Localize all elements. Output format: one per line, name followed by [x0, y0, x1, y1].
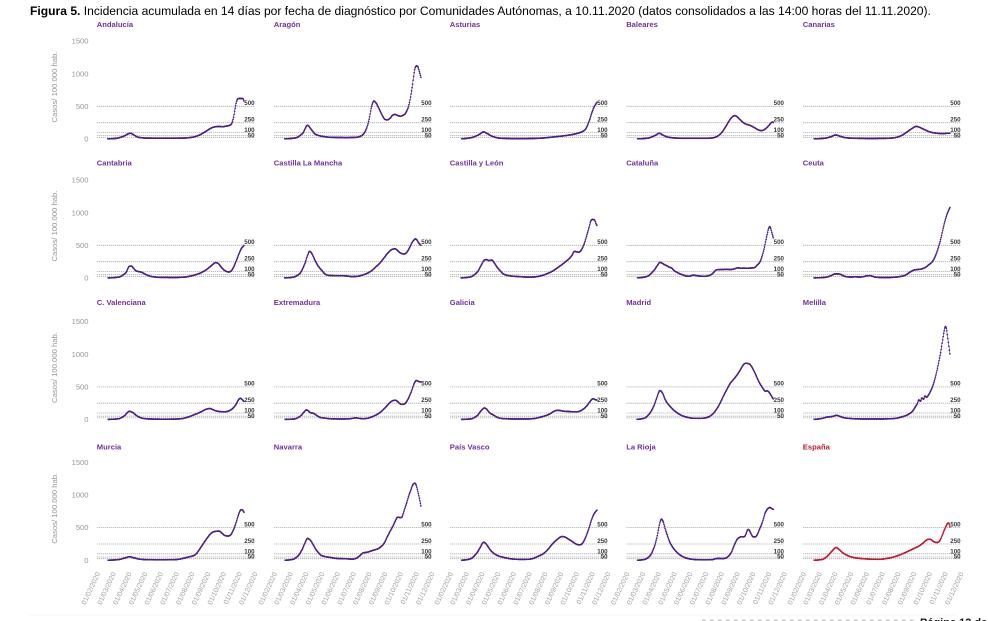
svg-text:50: 50 [777, 413, 784, 420]
svg-text:250: 250 [950, 256, 961, 263]
svg-text:Melilla: Melilla [803, 298, 827, 307]
svg-text:250: 250 [597, 117, 608, 124]
svg-text:100: 100 [950, 266, 961, 273]
svg-text:100: 100 [244, 266, 255, 273]
svg-text:500: 500 [421, 521, 432, 528]
svg-text:250: 250 [597, 397, 608, 404]
svg-text:Andalucía: Andalucía [97, 20, 134, 29]
svg-text:50: 50 [954, 271, 961, 278]
svg-text:100: 100 [244, 408, 255, 415]
svg-text:500: 500 [244, 100, 255, 107]
svg-text:250: 250 [597, 538, 608, 545]
svg-text:Murcia: Murcia [97, 443, 122, 452]
svg-text:500: 500 [244, 239, 255, 246]
svg-text:50: 50 [601, 271, 608, 278]
svg-text:Cataluña: Cataluña [626, 159, 659, 168]
svg-text:50: 50 [425, 413, 432, 420]
svg-text:Figura 5. Incidencia acumulada: Figura 5. Incidencia acumulada en 14 día… [30, 4, 931, 18]
svg-text:50: 50 [777, 271, 784, 278]
svg-text:500: 500 [950, 100, 961, 107]
svg-text:500: 500 [597, 100, 608, 107]
svg-text:500: 500 [774, 100, 785, 107]
svg-text:250: 250 [421, 117, 432, 124]
svg-text:Galicia: Galicia [450, 298, 476, 307]
svg-text:100: 100 [774, 266, 785, 273]
svg-text:500: 500 [421, 239, 432, 246]
svg-text:La Rioja: La Rioja [626, 443, 656, 452]
svg-text:250: 250 [950, 397, 961, 404]
svg-text:250: 250 [421, 397, 432, 404]
svg-text:Baleares: Baleares [626, 20, 658, 29]
svg-text:250: 250 [421, 538, 432, 545]
svg-text:50: 50 [601, 554, 608, 561]
svg-text:50: 50 [425, 132, 432, 139]
svg-text:Canarias: Canarias [803, 20, 835, 29]
svg-text:Extremadura: Extremadura [274, 298, 321, 307]
svg-text:50: 50 [601, 413, 608, 420]
svg-text:Cantabria: Cantabria [97, 159, 133, 168]
svg-text:País Vasco: País Vasco [450, 443, 490, 452]
svg-text:500: 500 [244, 381, 255, 388]
svg-text:250: 250 [774, 538, 785, 545]
svg-text:500: 500 [597, 239, 608, 246]
svg-text:250: 250 [950, 117, 961, 124]
svg-text:50: 50 [601, 132, 608, 139]
svg-text:50: 50 [777, 554, 784, 561]
svg-text:Ceuta: Ceuta [803, 159, 825, 168]
svg-text:50: 50 [248, 413, 255, 420]
svg-text:250: 250 [774, 117, 785, 124]
svg-text:Asturias: Asturias [450, 20, 480, 29]
svg-text:500: 500 [950, 239, 961, 246]
svg-text:50: 50 [248, 132, 255, 139]
svg-text:500: 500 [950, 381, 961, 388]
svg-text:50: 50 [425, 554, 432, 561]
svg-text:250: 250 [244, 117, 255, 124]
svg-text:100: 100 [244, 127, 255, 134]
svg-text:50: 50 [248, 271, 255, 278]
svg-text:500: 500 [774, 381, 785, 388]
svg-text:100: 100 [774, 127, 785, 134]
svg-text:50: 50 [954, 132, 961, 139]
svg-text:50: 50 [425, 271, 432, 278]
svg-text:500: 500 [597, 521, 608, 528]
svg-text:250: 250 [774, 397, 785, 404]
svg-text:500: 500 [774, 521, 785, 528]
svg-text:Madrid: Madrid [626, 298, 651, 307]
svg-text:250: 250 [421, 256, 432, 263]
svg-text:500: 500 [421, 381, 432, 388]
svg-text:100: 100 [421, 127, 432, 134]
svg-text:500: 500 [597, 381, 608, 388]
svg-text:50: 50 [777, 132, 784, 139]
svg-text:Castilla y León: Castilla y León [450, 159, 504, 168]
svg-text:100: 100 [597, 266, 608, 273]
svg-text:100: 100 [950, 127, 961, 134]
svg-text:250: 250 [774, 256, 785, 263]
svg-text:Castilla La Mancha: Castilla La Mancha [274, 159, 343, 168]
svg-text:100: 100 [421, 266, 432, 273]
svg-text:500: 500 [244, 521, 255, 528]
svg-text:100: 100 [597, 127, 608, 134]
svg-text:Navarra: Navarra [274, 443, 303, 452]
svg-text:250: 250 [597, 256, 608, 263]
svg-text:500: 500 [774, 239, 785, 246]
svg-text:250: 250 [244, 256, 255, 263]
svg-text:Aragón: Aragón [274, 20, 301, 29]
svg-text:500: 500 [421, 100, 432, 107]
svg-text:250: 250 [244, 538, 255, 545]
svg-text:C. Valenciana: C. Valenciana [97, 298, 147, 307]
svg-text:50: 50 [954, 413, 961, 420]
svg-text:50: 50 [248, 554, 255, 561]
svg-text:250: 250 [244, 397, 255, 404]
